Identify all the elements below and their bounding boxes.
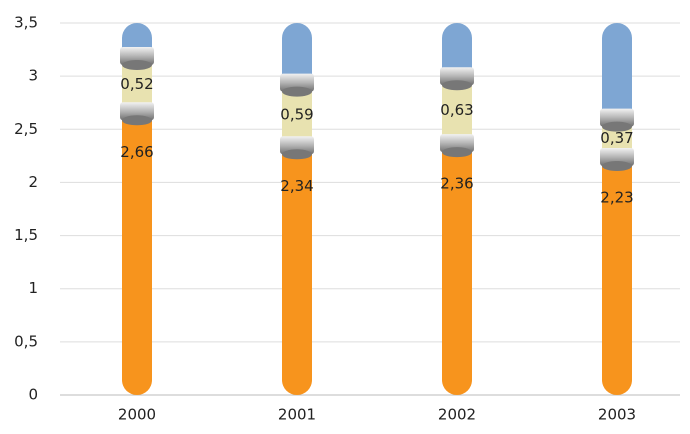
- bar-segment: [282, 23, 312, 84]
- y-tick-label: 2,5: [14, 120, 38, 138]
- connector-rim: [122, 60, 152, 71]
- connector: [600, 108, 634, 127]
- data-label: 0,59: [280, 105, 313, 123]
- x-tick-label: 2002: [438, 406, 476, 424]
- y-tick-label: 2: [28, 173, 38, 191]
- connector: [120, 47, 154, 66]
- y-tick-label: 3: [28, 67, 38, 85]
- x-tick-label: 2001: [278, 406, 316, 424]
- connector-rim: [602, 160, 632, 171]
- y-tick-label: 3,5: [14, 14, 38, 32]
- bar-segment: [442, 23, 472, 78]
- bar-segment: [282, 83, 312, 147]
- connector-rim: [282, 149, 312, 160]
- data-label: 2,36: [440, 175, 473, 193]
- x-tick-label: 2000: [118, 406, 156, 424]
- connector-rim: [282, 86, 312, 97]
- x-tick-label: 2003: [598, 406, 636, 424]
- connector-rim: [602, 121, 632, 132]
- y-tick-label: 1,5: [14, 226, 38, 244]
- bar-segment: [602, 157, 632, 395]
- bar-segment: [602, 23, 632, 119]
- y-tick-label: 0: [28, 386, 38, 404]
- bar-segment: [122, 112, 152, 395]
- connector: [120, 102, 154, 121]
- connector-rim: [442, 147, 472, 158]
- data-label: 2,34: [280, 177, 313, 195]
- y-tick-label: 1: [28, 279, 38, 297]
- bar-segment: [122, 57, 152, 113]
- y-tick-label: 0,5: [14, 332, 38, 350]
- data-label: 0,37: [600, 129, 633, 147]
- data-label: 0,63: [440, 101, 473, 119]
- connector-rim: [442, 80, 472, 91]
- data-label: 0,52: [120, 75, 153, 93]
- connector: [280, 136, 314, 155]
- bar-segment: [442, 144, 472, 395]
- bar-segment: [442, 77, 472, 145]
- data-label: 2,66: [120, 143, 153, 161]
- connector: [440, 134, 474, 153]
- bar-segment: [282, 146, 312, 395]
- connector: [600, 147, 634, 166]
- data-label: 2,23: [600, 188, 633, 206]
- connector: [440, 67, 474, 86]
- connector: [280, 73, 314, 92]
- connector-rim: [122, 115, 152, 126]
